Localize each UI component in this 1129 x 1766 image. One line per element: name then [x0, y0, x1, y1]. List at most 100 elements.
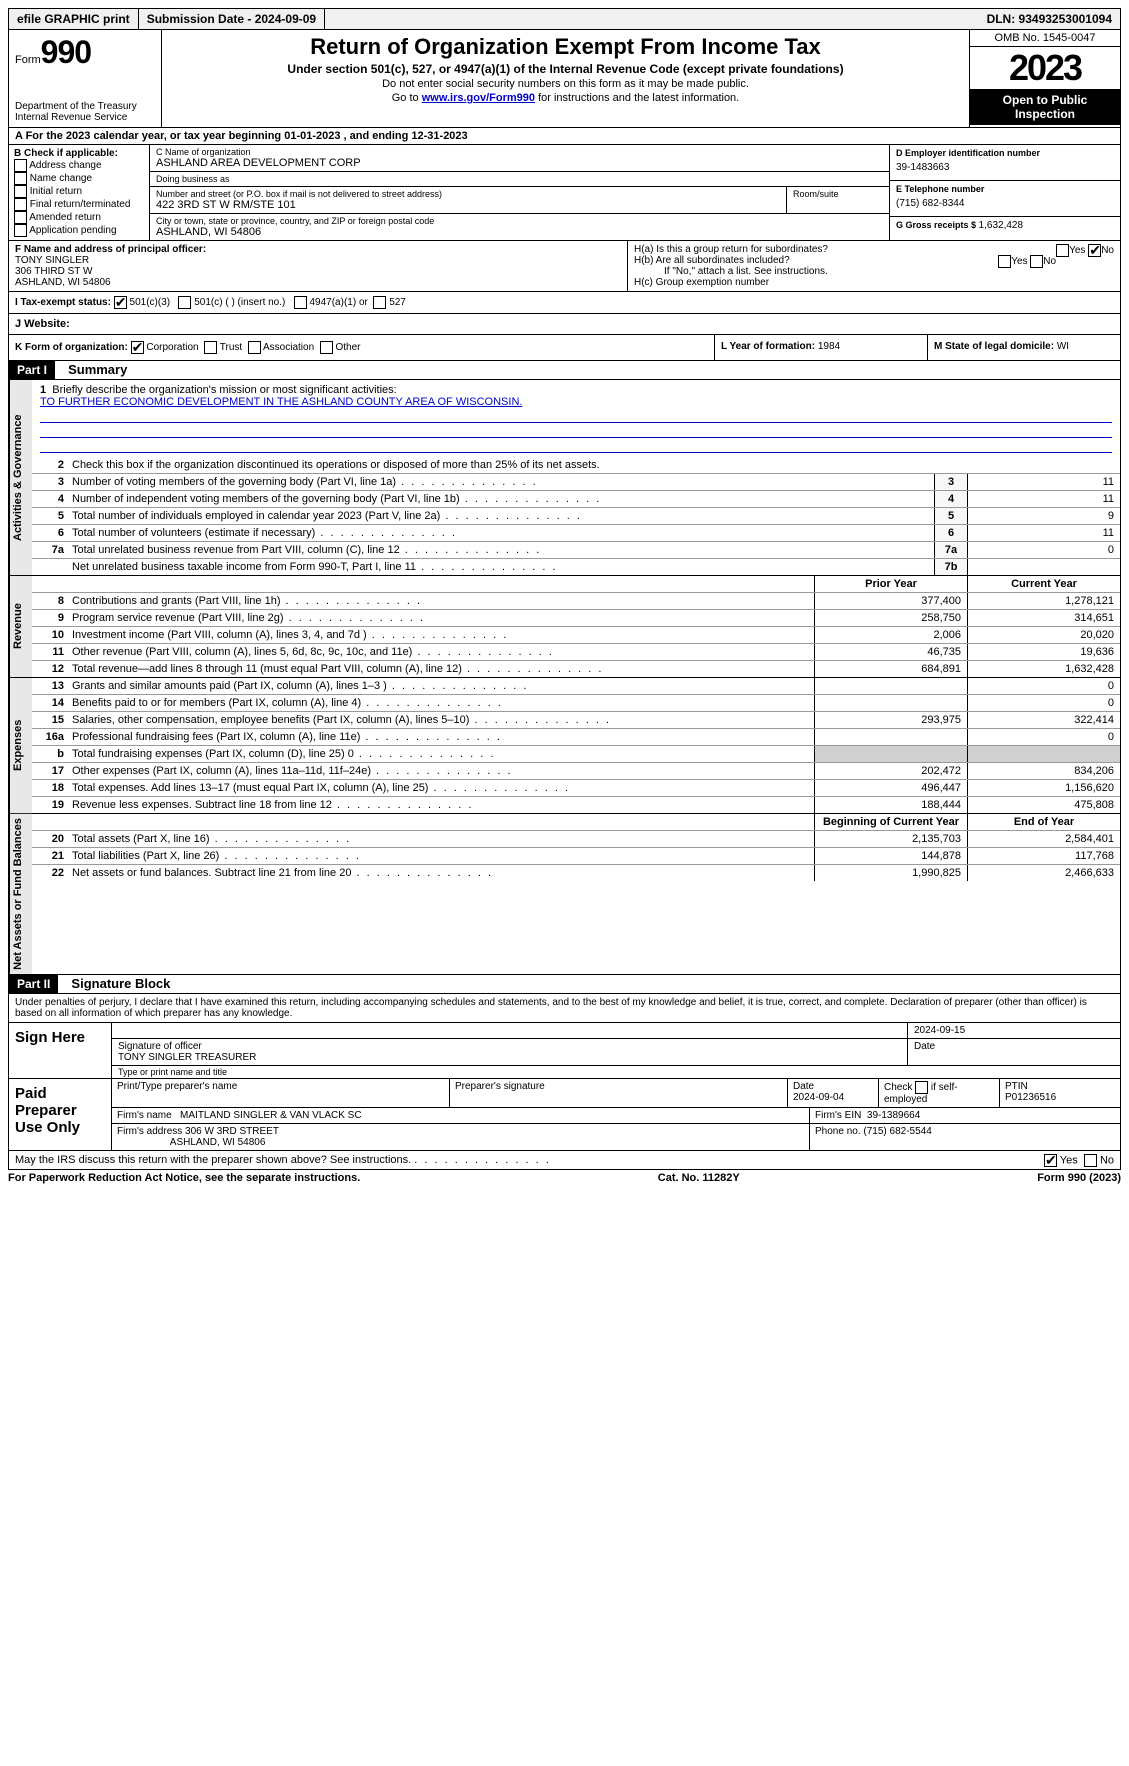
chk-corp[interactable]: [131, 341, 144, 354]
chk-address-change[interactable]: Address change: [14, 159, 144, 172]
footer-left: For Paperwork Reduction Act Notice, see …: [8, 1172, 360, 1184]
prep-sig-label: Preparer's signature: [450, 1079, 788, 1107]
declaration: Under penalties of perjury, I declare th…: [8, 994, 1121, 1023]
efile-btn[interactable]: efile GRAPHIC print: [9, 9, 139, 29]
hc-label: H(c) Group exemption number: [634, 277, 1114, 288]
firm-ein: 39-1389664: [867, 1110, 920, 1121]
tab-netassets: Net Assets or Fund Balances: [9, 814, 32, 974]
summary-line: 18Total expenses. Add lines 13–17 (must …: [32, 780, 1120, 797]
discuss-yes[interactable]: [1044, 1154, 1057, 1167]
chk-4947[interactable]: [294, 296, 307, 309]
paid-label: Paid Preparer Use Only: [9, 1079, 112, 1150]
chk-final-return[interactable]: Final return/terminated: [14, 198, 144, 211]
prep-name-label: Print/Type preparer's name: [112, 1079, 450, 1107]
col-begin: Beginning of Current Year: [814, 814, 967, 830]
hb-label: H(b) Are all subordinates included?: [634, 255, 790, 266]
part2-num: Part II: [9, 975, 58, 993]
tab-revenue: Revenue: [9, 576, 32, 677]
firm-phone: (715) 682-5544: [863, 1126, 931, 1137]
form-number: 990: [41, 34, 91, 70]
col-end: End of Year: [967, 814, 1120, 830]
chk-501c3[interactable]: [114, 296, 127, 309]
line2: 2 Check this box if the organization dis…: [32, 457, 1120, 474]
ein-label: D Employer identification number: [896, 148, 1114, 158]
year-formation-label: L Year of formation:: [721, 341, 818, 352]
summary-line: 19Revenue less expenses. Subtract line 1…: [32, 797, 1120, 813]
street-label: Number and street (or P.O. box if mail i…: [156, 189, 780, 199]
firm-addr1: 306 W 3RD STREET: [185, 1126, 279, 1137]
chk-assoc[interactable]: [248, 341, 261, 354]
org-form-label: K Form of organization:: [15, 342, 128, 353]
discuss-label: May the IRS discuss this return with the…: [15, 1154, 411, 1166]
officer-group-row: F Name and address of principal officer:…: [8, 241, 1121, 292]
sign-here-label: Sign Here: [9, 1023, 112, 1078]
city-value: ASHLAND, WI 54806: [156, 226, 883, 238]
firm-addr-label: Firm's address: [117, 1126, 182, 1137]
tab-expenses: Expenses: [9, 678, 32, 813]
omb-number: OMB No. 1545-0047: [970, 30, 1120, 47]
summary-line: Net unrelated business taxable income fr…: [32, 559, 1120, 575]
ha-no[interactable]: [1088, 244, 1101, 257]
chk-initial-return[interactable]: Initial return: [14, 185, 144, 198]
chk-527[interactable]: [373, 296, 386, 309]
phone-value: (715) 682-8344: [896, 194, 1114, 213]
officer-label: F Name and address of principal officer:: [15, 244, 621, 255]
summary-line: 14Benefits paid to or for members (Part …: [32, 695, 1120, 712]
firm-addr2: ASHLAND, WI 54806: [170, 1137, 266, 1148]
page-footer: For Paperwork Reduction Act Notice, see …: [8, 1170, 1121, 1186]
period-label-mid: , and ending: [344, 130, 412, 142]
room-label: Room/suite: [793, 189, 883, 199]
top-toolbar: efile GRAPHIC print Submission Date - 20…: [8, 8, 1121, 30]
prep-self-label: Check if self-employed: [884, 1082, 958, 1105]
summary-netassets: Net Assets or Fund Balances Beginning of…: [8, 814, 1121, 975]
prep-date-label: Date: [793, 1081, 814, 1092]
goto-pre: Go to: [392, 92, 422, 104]
part1-num: Part I: [9, 361, 55, 379]
part2-header: Part II Signature Block: [8, 975, 1121, 994]
chk-app-pending[interactable]: Application pending: [14, 224, 144, 237]
chk-501c[interactable]: [178, 296, 191, 309]
city-label: City or town, state or province, country…: [156, 216, 883, 226]
chk-name-change[interactable]: Name change: [14, 172, 144, 185]
net-col-headers: Beginning of Current Year End of Year: [32, 814, 1120, 831]
chk-other[interactable]: [320, 341, 333, 354]
firm-name: MAITLAND SINGLER & VAN VLACK SC: [180, 1110, 362, 1121]
hb-no[interactable]: [1030, 255, 1043, 268]
sig-officer-label: Signature of officer: [118, 1041, 202, 1052]
tax-year: 2023: [970, 47, 1120, 89]
tax-period: A For the 2023 calendar year, or tax yea…: [8, 128, 1121, 145]
box-de: D Employer identification number 39-1483…: [889, 145, 1120, 240]
discuss-no[interactable]: [1084, 1154, 1097, 1167]
mission-text: TO FURTHER ECONOMIC DEVELOPMENT IN THE A…: [40, 396, 522, 408]
year-formation: 1984: [818, 341, 840, 352]
goto-post: for instructions and the latest informat…: [535, 92, 739, 104]
summary-line: 6Total number of volunteers (estimate if…: [32, 525, 1120, 542]
sig-officer-name: TONY SINGLER TREASURER: [118, 1052, 256, 1063]
summary-line: bTotal fundraising expenses (Part IX, co…: [32, 746, 1120, 763]
summary-line: 3Number of voting members of the governi…: [32, 474, 1120, 491]
chk-amended[interactable]: Amended return: [14, 211, 144, 224]
tab-governance: Activities & Governance: [9, 380, 32, 575]
submission-date: Submission Date - 2024-09-09: [139, 9, 325, 29]
summary-line: 5Total number of individuals employed in…: [32, 508, 1120, 525]
summary-line: 22Net assets or fund balances. Subtract …: [32, 865, 1120, 881]
chk-self-emp[interactable]: [915, 1081, 928, 1094]
part1-title: Summary: [58, 362, 127, 377]
summary-line: 10Investment income (Part VIII, column (…: [32, 627, 1120, 644]
hb-yes[interactable]: [998, 255, 1011, 268]
form-header: Form990 Department of the TreasuryIntern…: [8, 30, 1121, 128]
hb-row: H(b) Are all subordinates included? Yes …: [634, 255, 1114, 266]
form-label: Form: [15, 54, 41, 66]
summary-line: 15Salaries, other compensation, employee…: [32, 712, 1120, 729]
line2-text: Check this box if the organization disco…: [72, 459, 600, 471]
summary-line: 8Contributions and grants (Part VIII, li…: [32, 593, 1120, 610]
form-title: Return of Organization Exempt From Incom…: [170, 34, 961, 60]
summary-line: 21Total liabilities (Part X, line 26)144…: [32, 848, 1120, 865]
footer-right: Form 990 (2023): [1037, 1172, 1121, 1184]
ssn-note: Do not enter social security numbers on …: [170, 78, 961, 90]
ha-yes[interactable]: [1056, 244, 1069, 257]
klm-row: K Form of organization: Corporation Trus…: [8, 335, 1121, 361]
chk-trust[interactable]: [204, 341, 217, 354]
irs-link[interactable]: www.irs.gov/Form990: [422, 92, 535, 104]
gross-value: 1,632,428: [979, 220, 1024, 231]
